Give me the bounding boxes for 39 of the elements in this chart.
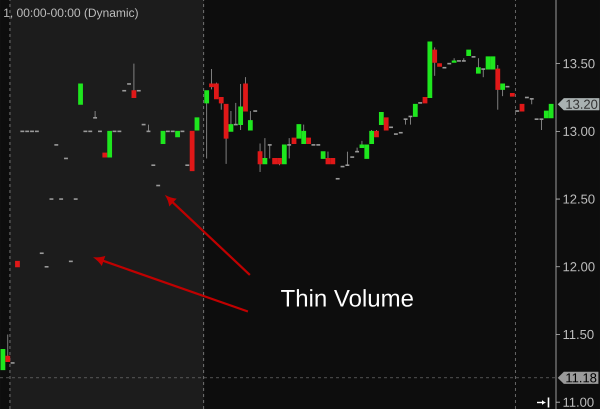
candlestick	[204, 90, 210, 159]
candlestick	[262, 138, 268, 164]
candlestick	[432, 46, 438, 76]
candlestick	[495, 64, 500, 110]
ref-line-label: 11.18	[566, 373, 596, 382]
y-tick-label: 11.00	[564, 398, 594, 407]
candlestick	[132, 63, 136, 98]
y-tick-label: 11.50	[564, 330, 594, 340]
candlestick	[0, 348, 6, 370]
candlestick	[228, 110, 234, 132]
candlestick	[78, 84, 83, 105]
candlestick	[146, 124, 152, 132]
candlestick	[194, 117, 200, 130]
candlestick	[286, 138, 292, 159]
candlestick	[344, 151, 350, 166]
candlestick	[378, 112, 384, 126]
y-tick-label: 13.00	[564, 126, 595, 136]
candlestick	[5, 334, 10, 362]
candlestick	[476, 58, 481, 74]
candlestick	[258, 143, 262, 172]
y-tick-label: 12.50	[564, 194, 595, 204]
annotation: Thin Volume	[281, 289, 413, 307]
candlestick	[402, 118, 408, 125]
y-tick-label: 12.00	[564, 262, 595, 272]
text: 1, 00:00-00:00 (Dynamic)	[4, 8, 138, 20]
candlestick	[248, 110, 253, 130]
candlestick	[160, 130, 166, 144]
candlestick	[354, 147, 360, 152]
candlestick	[238, 84, 244, 130]
candlestick	[384, 117, 389, 130]
text: 13.20	[566, 100, 598, 109]
y-tick-label: 13.50	[564, 59, 595, 68]
candlestick	[412, 104, 418, 117]
candlestick	[538, 118, 544, 130]
candlestick	[408, 116, 414, 125]
candlestick	[369, 130, 374, 144]
candlestick	[500, 84, 506, 97]
candlestick	[282, 144, 287, 164]
candlestick	[92, 110, 98, 119]
